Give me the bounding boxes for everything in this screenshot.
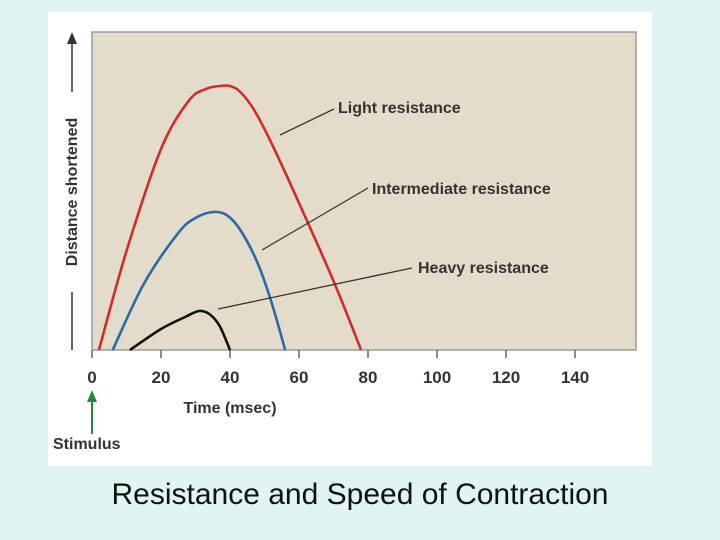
stimulus-arrowhead <box>87 390 97 402</box>
light-leader-line <box>279 108 335 136</box>
chart-figure: 0 20 40 60 80 100 120 140 Distance shortened Time… <box>48 12 652 466</box>
x-tick-label: 100 <box>423 368 451 387</box>
x-axis-label: Time (msec) <box>183 400 276 417</box>
stimulus-label: Stimulus <box>53 436 121 453</box>
x-tick-label: 0 <box>87 368 96 387</box>
x-tick-label: 40 <box>221 368 240 387</box>
intermediate-resistance-line <box>111 210 287 351</box>
x-tick-label: 60 <box>290 368 309 387</box>
x-tick-label: 120 <box>492 368 520 387</box>
light-resistance-label: Light resistance <box>338 100 461 117</box>
light-resistance-line <box>97 84 363 351</box>
x-tick-label: 20 <box>152 368 171 387</box>
x-tick-label: 80 <box>359 368 378 387</box>
intermediate-leader-line <box>261 187 369 251</box>
heavy-leader-line <box>217 267 413 310</box>
slide-caption: Resistance and Speed of Contraction <box>111 478 609 511</box>
y-axis-label-background <box>60 92 84 292</box>
intermediate-resistance-label: Intermediate resistance <box>372 181 551 198</box>
heavy-resistance-label: Heavy resistance <box>418 260 549 277</box>
heavy-resistance-line <box>129 309 232 352</box>
y-axis-arrowhead <box>67 32 77 44</box>
y-axis-label: Distance shortened <box>64 118 81 266</box>
chart-svg: 0 20 40 60 80 100 120 140 Distance shortened Time… <box>53 31 637 453</box>
x-tick-label: 140 <box>561 368 589 387</box>
